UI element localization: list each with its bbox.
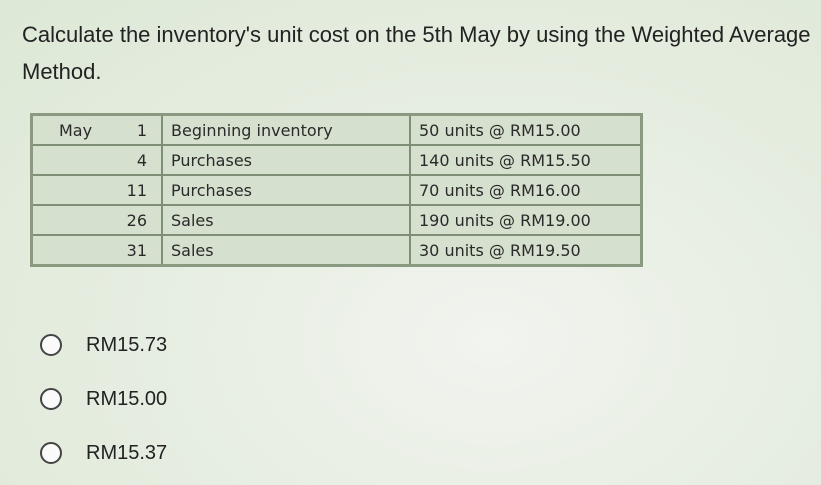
answer-options: RM15.73 RM15.00 RM15.37 <box>38 318 167 480</box>
detail-cell: 70 units @ RM16.00 <box>409 174 643 206</box>
day: 26 <box>126 210 147 230</box>
day: 1 <box>136 120 147 140</box>
detail-cell: 190 units @ RM19.00 <box>409 204 643 236</box>
month: May <box>59 120 93 140</box>
date-cell: 4 <box>30 144 163 176</box>
radio-button[interactable] <box>40 334 62 356</box>
option-2[interactable]: RM15.00 <box>38 372 167 426</box>
detail-cell: 50 units @ RM15.00 <box>409 113 643 146</box>
date-cell: 31 <box>30 234 163 267</box>
date-cell: May 1 <box>30 113 163 146</box>
table-row: 26 Sales 190 units @ RM19.00 <box>30 204 643 236</box>
day: 11 <box>126 180 147 200</box>
inventory-table: May 1 Beginning inventory 50 units @ RM15… <box>30 113 643 267</box>
detail-cell: 30 units @ RM19.50 <box>409 234 643 267</box>
option-label: RM15.73 <box>86 333 168 356</box>
description-cell: Sales <box>161 234 411 267</box>
date-cell: 11 <box>30 174 163 206</box>
table-row: May 1 Beginning inventory 50 units @ RM15… <box>30 113 643 146</box>
table-row: 31 Sales 30 units @ RM19.50 <box>30 234 643 267</box>
option-label: RM15.37 <box>86 441 168 464</box>
detail-cell: 140 units @ RM15.50 <box>409 144 643 176</box>
option-1[interactable]: RM15.73 <box>38 318 167 372</box>
description-cell: Sales <box>161 204 411 236</box>
question-text: Calculate the inventory's unit cost on t… <box>22 22 811 84</box>
description-cell: Beginning inventory <box>161 113 411 146</box>
date-cell: 26 <box>30 204 163 236</box>
day: 31 <box>126 240 147 260</box>
radio-button[interactable] <box>40 442 62 464</box>
description-cell: Purchases <box>161 174 411 206</box>
description-cell: Purchases <box>161 144 411 176</box>
day: 4 <box>136 150 147 170</box>
option-3[interactable]: RM15.37 <box>38 426 167 480</box>
radio-button[interactable] <box>40 388 62 410</box>
table-row: 11 Purchases 70 units @ RM16.00 <box>30 174 643 206</box>
table-row: 4 Purchases 140 units @ RM15.50 <box>30 144 643 176</box>
option-label: RM15.00 <box>86 387 168 410</box>
